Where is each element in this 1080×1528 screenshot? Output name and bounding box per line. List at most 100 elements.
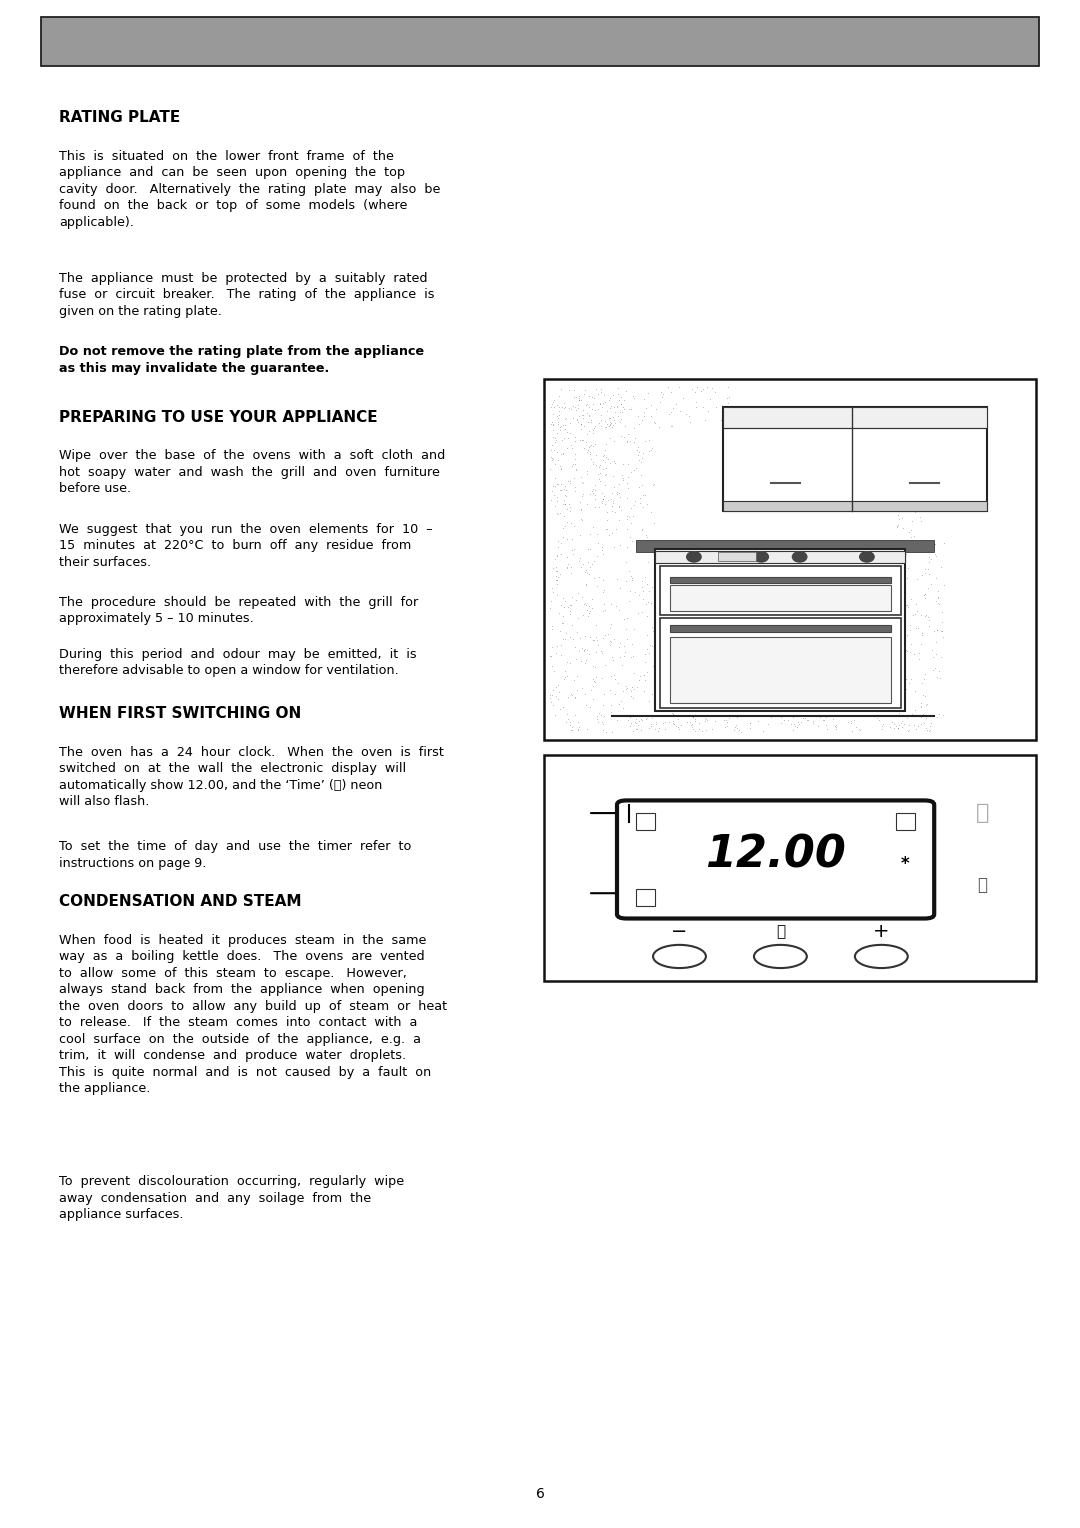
- Point: [571, 428, 589, 452]
- Point: [616, 645, 633, 669]
- Bar: [656, 550, 905, 562]
- Point: [644, 539, 661, 564]
- Point: [605, 413, 622, 437]
- Point: [600, 388, 618, 413]
- Point: [546, 429, 564, 454]
- Point: [649, 720, 666, 744]
- Point: [731, 718, 748, 743]
- Point: [922, 571, 940, 596]
- Point: [545, 388, 563, 413]
- Text: The  appliance  must  be  protected  by  a  suitably  rated
fuse  or  circuit  b: The appliance must be protected by a sui…: [59, 272, 435, 318]
- Point: [926, 619, 943, 643]
- Point: [570, 714, 588, 738]
- Point: [555, 594, 572, 619]
- Point: [684, 715, 701, 740]
- Point: [581, 434, 598, 458]
- Point: [658, 654, 675, 678]
- Point: [634, 483, 651, 507]
- Point: [553, 455, 570, 480]
- Point: [690, 711, 707, 735]
- Point: [578, 717, 595, 741]
- Point: [548, 403, 565, 428]
- Point: [590, 382, 607, 406]
- Point: [920, 704, 937, 729]
- Point: [629, 437, 646, 461]
- Point: [558, 497, 576, 521]
- Point: [693, 718, 711, 743]
- Point: [568, 663, 585, 688]
- Point: [555, 391, 572, 416]
- Point: [600, 385, 618, 410]
- Point: [652, 611, 670, 636]
- Point: [918, 706, 935, 730]
- Point: [572, 413, 590, 437]
- Point: [581, 555, 598, 579]
- Point: [597, 445, 615, 469]
- Point: [548, 558, 565, 582]
- Point: [553, 394, 570, 419]
- Point: [573, 471, 591, 495]
- Point: [593, 408, 610, 432]
- Point: [750, 709, 767, 733]
- Point: [893, 715, 910, 740]
- Point: [605, 382, 622, 406]
- Point: [541, 686, 558, 711]
- Point: [585, 565, 603, 590]
- Point: [572, 387, 590, 411]
- Point: [566, 634, 583, 659]
- Point: [698, 718, 715, 743]
- Point: [596, 492, 613, 516]
- Point: [660, 685, 677, 709]
- Point: [661, 669, 678, 694]
- Point: [550, 448, 567, 472]
- Point: [594, 712, 611, 736]
- Point: [552, 376, 569, 400]
- Point: [630, 435, 647, 460]
- Point: [582, 538, 599, 562]
- Point: [875, 712, 892, 736]
- Point: [543, 654, 561, 678]
- Point: [577, 377, 594, 402]
- Point: [895, 677, 913, 701]
- Point: [602, 426, 619, 451]
- Point: [701, 387, 718, 411]
- Point: [631, 668, 648, 692]
- Point: [892, 591, 909, 616]
- Point: [577, 637, 594, 662]
- Point: [785, 712, 802, 736]
- Point: [935, 532, 953, 556]
- Point: [654, 556, 672, 581]
- Point: [636, 429, 653, 454]
- Point: [584, 686, 602, 711]
- Point: [928, 630, 945, 654]
- Text: CONDENSATION AND STEAM: CONDENSATION AND STEAM: [59, 894, 302, 909]
- Point: [897, 677, 915, 701]
- Point: [917, 604, 934, 628]
- Point: [581, 642, 598, 666]
- Point: [626, 579, 644, 604]
- Point: [570, 384, 588, 408]
- Point: [644, 529, 661, 553]
- Point: [573, 636, 591, 660]
- Point: [559, 706, 577, 730]
- Point: [675, 387, 692, 411]
- Point: [593, 538, 610, 562]
- Point: [595, 681, 612, 706]
- Point: [918, 715, 935, 740]
- Point: [585, 432, 603, 457]
- Point: [562, 432, 579, 457]
- Point: [657, 616, 674, 640]
- Point: [635, 400, 652, 425]
- Point: [643, 435, 660, 460]
- Point: [648, 579, 665, 604]
- Point: [732, 720, 750, 744]
- Point: [578, 461, 595, 486]
- Point: [691, 704, 708, 729]
- Point: [647, 675, 664, 700]
- Point: [573, 406, 591, 431]
- Point: [923, 539, 941, 564]
- Point: [588, 640, 605, 665]
- Point: [892, 640, 909, 665]
- Point: [570, 718, 588, 743]
- Point: [603, 591, 620, 616]
